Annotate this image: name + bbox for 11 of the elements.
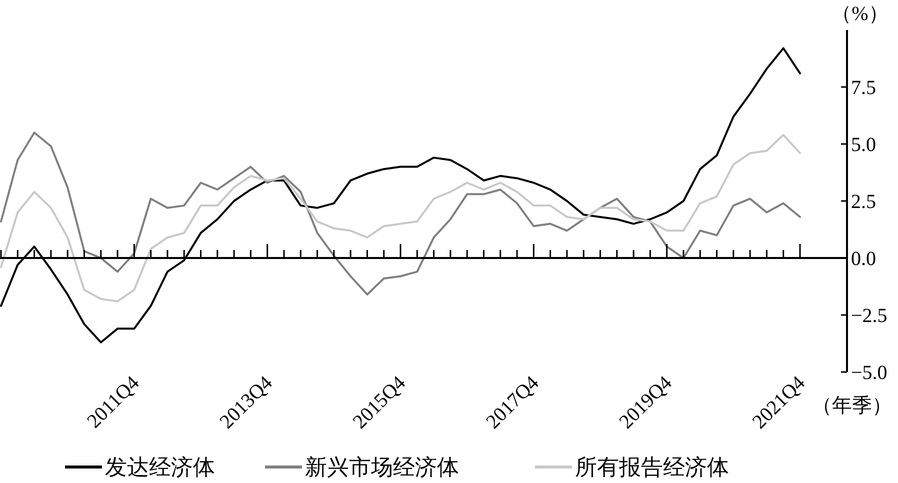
y-tick-label: 0.0 (851, 248, 876, 270)
y-tick-label: −2.5 (851, 305, 888, 327)
y-tick-label: −5.0 (851, 362, 888, 384)
y-tick-label: 7.5 (851, 77, 876, 99)
legend-label: 所有报告经济体 (575, 454, 729, 480)
x-axis-title: （年季） (812, 395, 892, 417)
y-tick-label: 5.0 (851, 134, 876, 156)
legend-label: 新兴市场经济体 (305, 454, 459, 480)
y-axis-title: （%） (832, 3, 888, 25)
y-tick-label: 2.5 (851, 191, 876, 213)
legend-label: 发达经济体 (105, 454, 215, 480)
